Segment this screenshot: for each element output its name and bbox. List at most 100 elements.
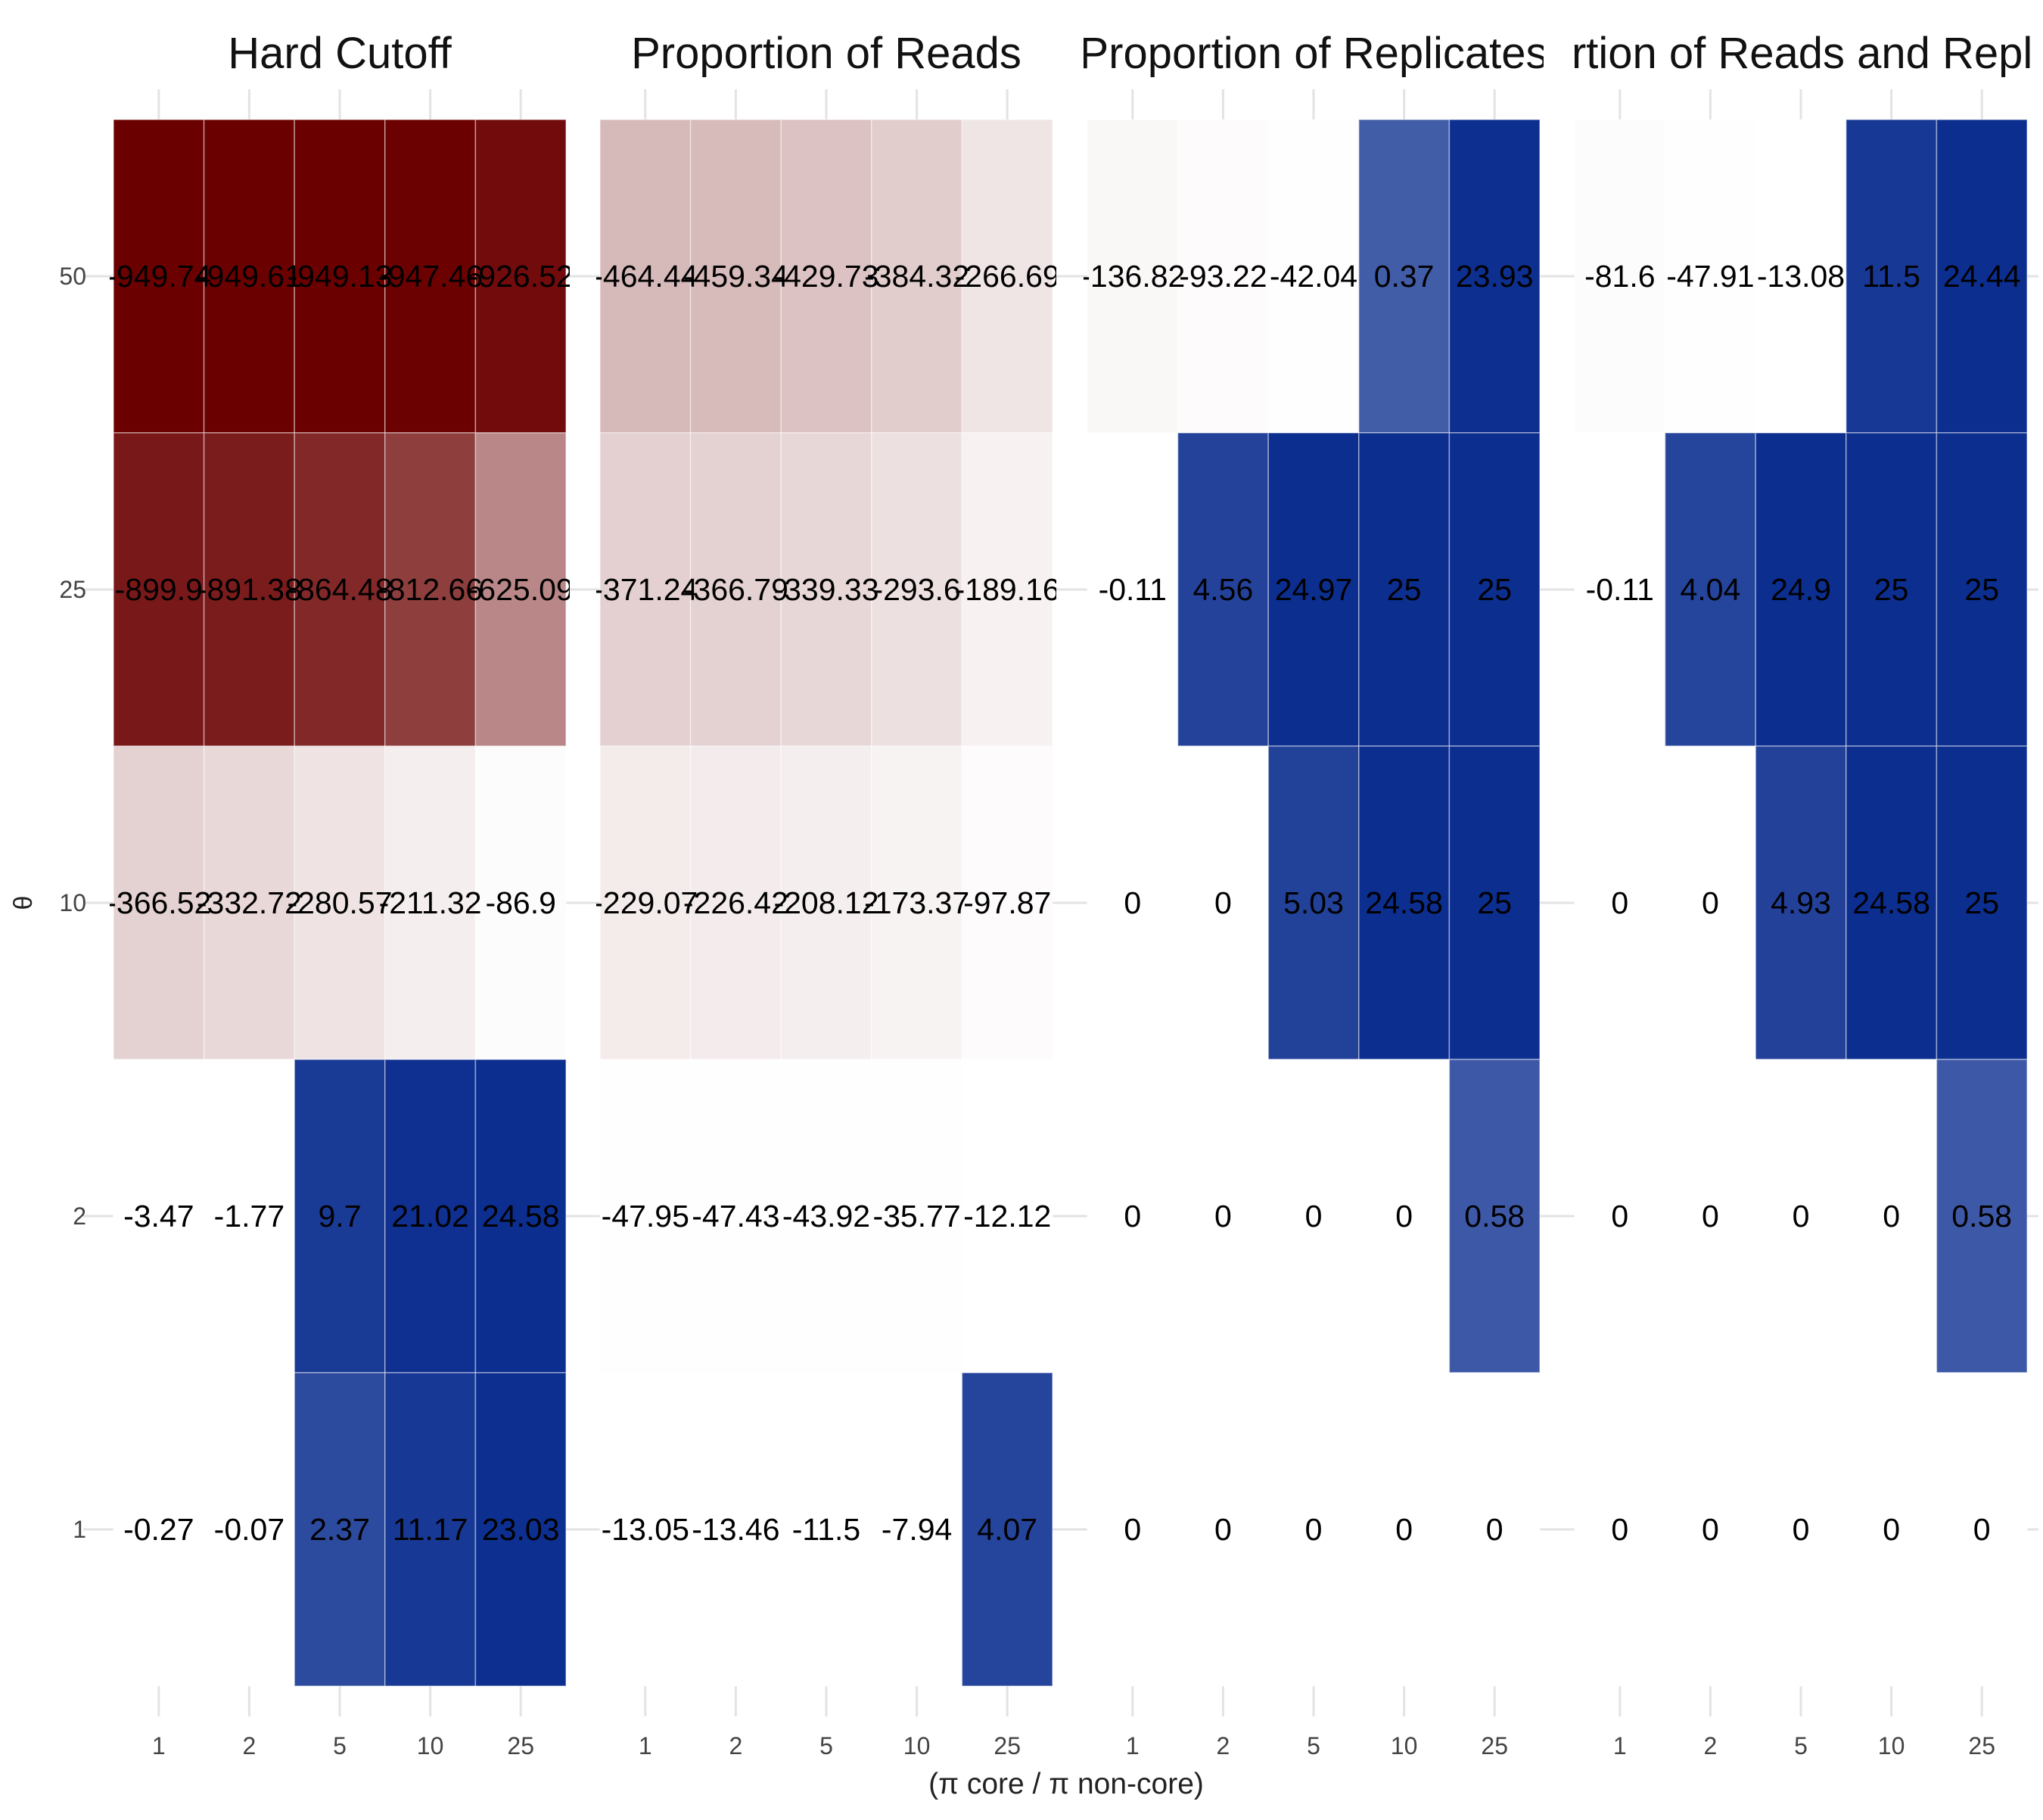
heatmap-cell	[1846, 1059, 1938, 1374]
heatmap-cell	[1358, 1372, 1451, 1687]
cell-value-label: -0.07	[214, 1512, 285, 1547]
cell-value-label: -13.05	[602, 1512, 689, 1547]
heatmap-cell	[1755, 119, 1847, 434]
cell-value-label: -97.87	[963, 885, 1051, 920]
heatmap-cell	[1087, 119, 1179, 434]
cell-value-label: -189.16	[955, 572, 1060, 607]
cell-value-label: -7.94	[882, 1512, 952, 1547]
heatmap-cell	[1448, 1372, 1541, 1687]
cell-value-label: -332.72	[197, 885, 302, 920]
cell-value-label: -947.46	[378, 259, 483, 294]
cell-value-label: -47.91	[1666, 259, 1754, 294]
heatmap-cell	[203, 119, 295, 434]
heatmap-cell	[203, 745, 295, 1060]
heatmap-cell	[780, 1372, 872, 1687]
cell-value-label: 21.02	[391, 1199, 469, 1234]
cell-value-label: 0.58	[1951, 1199, 2012, 1234]
cell-value-label: 24.97	[1275, 572, 1353, 607]
cell-value-label: -864.48	[287, 572, 392, 607]
heatmap-cell	[113, 1372, 205, 1687]
heatmap-cell	[1177, 119, 1269, 434]
panel-title: Proportion of Replicates	[1080, 29, 1548, 78]
cell-value-label: 0	[1486, 1512, 1503, 1547]
cell-value-label: -339.33	[773, 572, 878, 607]
cell-value-label: 0	[1702, 885, 1719, 920]
x-tick-label: 25	[507, 1732, 534, 1759]
heatmap-cell	[1358, 745, 1451, 1060]
cell-value-label: 0.37	[1374, 259, 1435, 294]
heatmap-cell	[780, 119, 872, 434]
x-tick-label: 1	[1126, 1732, 1140, 1759]
x-tick-label: 10	[903, 1732, 931, 1759]
cell-value-label: -208.12	[773, 885, 878, 920]
y-tick-label: 2	[73, 1202, 86, 1230]
heatmap-cell	[113, 1059, 205, 1374]
cell-value-label: 25	[1964, 572, 1999, 607]
heatmap-cell	[1177, 1372, 1269, 1687]
heatmap-cell	[1267, 745, 1360, 1060]
x-tick-label: 2	[243, 1732, 257, 1759]
heatmap-cell	[384, 119, 477, 434]
y-tick-label: 25	[59, 576, 86, 603]
cell-value-label: -812.66	[378, 572, 483, 607]
heatmap-cell	[961, 119, 1053, 434]
cell-value-label: -0.27	[123, 1512, 194, 1547]
heatmap-panel: -81.6 -47.91 -13.08 11.5 24.44 -0.11 4.04 24.9 2…	[1544, 29, 2038, 1759]
cell-value-label: -280.57	[287, 885, 392, 920]
heatmap-cell	[1448, 432, 1541, 747]
heatmap-cell	[384, 1372, 477, 1687]
cell-value-label: 0	[1793, 1512, 1810, 1547]
cell-value-label: -226.42	[683, 885, 788, 920]
cell-value-label: -293.6	[872, 572, 960, 607]
cell-value-label: -926.52	[468, 259, 574, 294]
x-tick-label: 1	[152, 1732, 166, 1759]
heatmap-cell	[113, 119, 205, 434]
cell-value-label: -949.74	[106, 259, 211, 294]
cell-value-label: -429.73	[773, 259, 878, 294]
y-axis-title: θ	[9, 896, 38, 910]
heatmap-cell	[1177, 745, 1269, 1060]
cell-value-label: -211.32	[379, 885, 482, 920]
heatmap-cell	[294, 1372, 386, 1687]
cell-value-label: -366.79	[683, 572, 788, 607]
heatmap-cell	[1087, 1059, 1179, 1374]
heatmap-cell	[1448, 1059, 1541, 1374]
heatmap-cell	[1574, 1059, 1666, 1374]
heatmap-cell	[1177, 432, 1269, 747]
heatmap-cell	[1267, 432, 1360, 747]
heatmap-cell	[203, 432, 295, 747]
cell-value-label: 0	[1124, 1512, 1141, 1547]
heatmap-cell	[1574, 745, 1666, 1060]
heatmap-cell	[294, 432, 386, 747]
x-tick-label: 5	[819, 1732, 833, 1759]
cell-value-label: -0.11	[1099, 572, 1167, 607]
heatmap-cell	[780, 745, 872, 1060]
heatmap-cell	[871, 745, 963, 1060]
cell-value-label: -81.6	[1584, 259, 1655, 294]
cell-value-label: -93.22	[1179, 259, 1267, 294]
heatmap-cell	[1846, 745, 1938, 1060]
cell-value-label: 4.56	[1193, 572, 1253, 607]
cell-value-label: 24.58	[1365, 885, 1443, 920]
cell-value-label: -11.5	[792, 1512, 860, 1547]
heatmap-cell	[474, 432, 567, 747]
cell-value-label: 0	[1883, 1512, 1900, 1547]
x-tick-label: 5	[333, 1732, 347, 1759]
cell-value-label: 0	[1395, 1199, 1413, 1234]
cell-value-label: 23.93	[1456, 259, 1534, 294]
cell-value-label: 24.58	[482, 1199, 560, 1234]
cell-value-label: -47.43	[692, 1199, 779, 1234]
x-tick-label: 25	[994, 1732, 1021, 1759]
heatmap-cell	[1267, 119, 1360, 434]
heatmap-cell	[1936, 119, 2028, 434]
cell-value-label: 0	[1124, 885, 1141, 920]
cell-value-label: 9.7	[319, 1199, 362, 1234]
panel-title: Proportion of Reads	[631, 29, 1022, 78]
x-tick-label: 5	[1794, 1732, 1808, 1759]
y-tick-label: 10	[59, 889, 86, 916]
heatmap-cell	[474, 1059, 567, 1374]
cell-value-label: -384.32	[864, 259, 969, 294]
x-tick-label: 5	[1307, 1732, 1320, 1759]
heatmap-cell	[1936, 745, 2028, 1060]
